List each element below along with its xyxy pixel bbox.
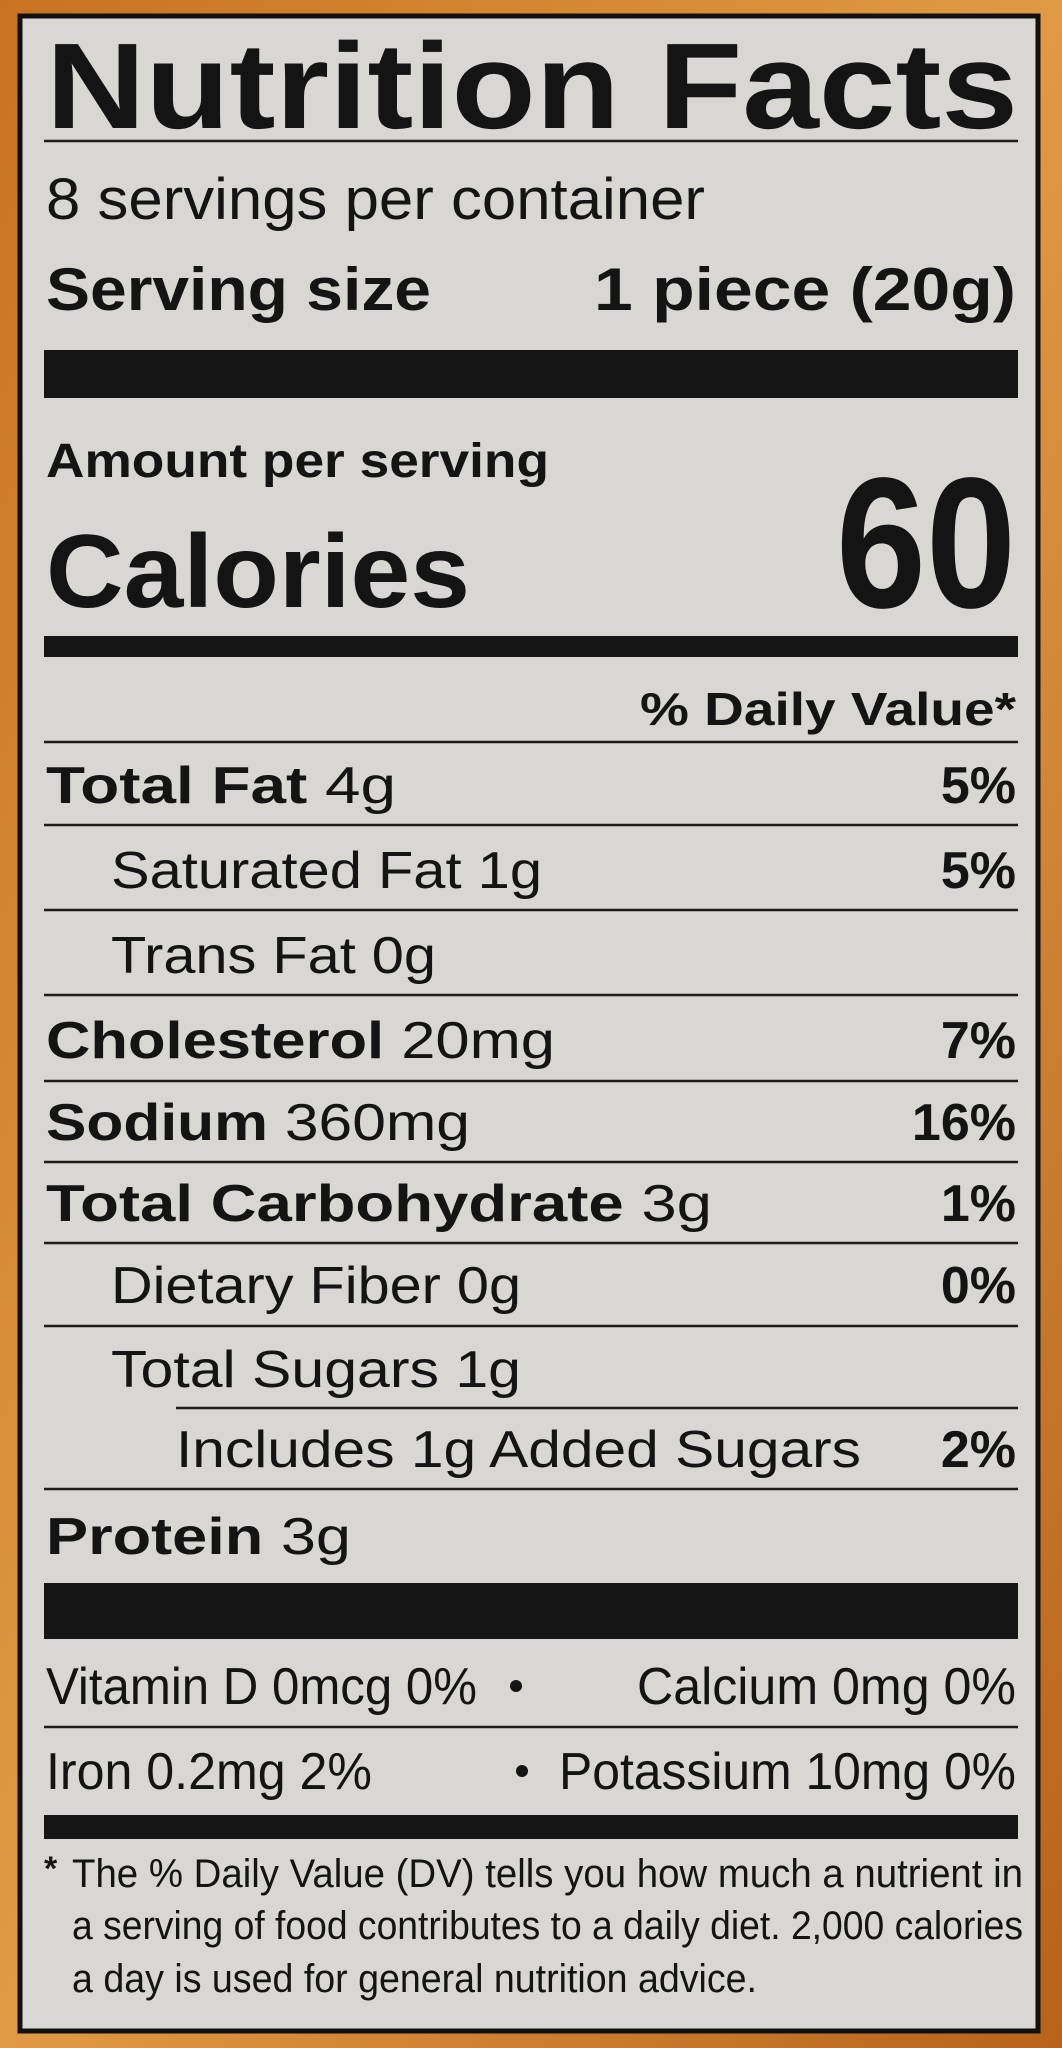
nutrient-name: Protein <box>46 1508 263 1566</box>
bullet <box>516 1765 528 1777</box>
vitamin-name: Calcium <box>637 1658 818 1716</box>
nutrient-name: Total Sugars <box>111 1341 439 1399</box>
thick-bar <box>44 1583 1018 1639</box>
vitamin-amount: 10mg <box>805 1743 930 1801</box>
vitamin-dv: 2% <box>300 1743 372 1801</box>
amount-per-serving: Amount per serving <box>46 435 549 488</box>
nutrient-name: Includes 1g Added Sugars <box>176 1421 861 1479</box>
nutrient-row: Saturated Fat 1g <box>111 842 542 900</box>
nutrient-dv: 0% <box>941 1257 1016 1315</box>
nutrient-dv: 5% <box>941 842 1016 900</box>
vitamin: Vitamin D 0mcg 0% <box>46 1658 477 1716</box>
serving-size-label: Serving size <box>46 256 431 323</box>
nutrient-name: Dietary Fiber <box>111 1257 441 1315</box>
nutrient-row: Total Fat 4g <box>46 757 396 815</box>
nutrient-dv: 1% <box>941 1175 1016 1233</box>
vitamin-amount: 0mcg <box>272 1658 392 1716</box>
footnote-line: The % Daily Value (DV) tells you how muc… <box>72 1852 1023 1896</box>
nutrient-row: Dietary Fiber 0g <box>111 1257 521 1315</box>
nutrient-row: Total Sugars 1g <box>111 1341 521 1399</box>
nutrient-name: Saturated Fat <box>111 842 462 900</box>
dv-header: % Daily Value* <box>640 683 1016 735</box>
nutrient-amount: 4g <box>325 757 396 815</box>
nutrient-name: Total Fat <box>46 757 307 815</box>
vitamin-amount: 0.2mg <box>146 1743 285 1801</box>
nutrient-amount: 3g <box>641 1175 712 1233</box>
vitamin-dv: 0% <box>944 1658 1016 1716</box>
vitamin-amount: 0mg <box>832 1658 930 1716</box>
calories-value: 60 <box>836 440 1016 647</box>
vitamin-name: Iron <box>46 1743 132 1801</box>
servings: 8 servings per container <box>46 167 705 232</box>
medium-bar <box>44 636 1018 657</box>
nutrient-amount: 1g <box>478 842 542 900</box>
vitamin-name: Vitamin D <box>46 1658 258 1716</box>
nutrient-row: Cholesterol 20mg <box>46 1012 555 1070</box>
nutrient-dv: 5% <box>941 757 1016 815</box>
nutrient-name: Trans Fat <box>111 927 356 985</box>
vitamin-name: Potassium <box>559 1743 792 1801</box>
footnote-line: a day is used for general nutrition advi… <box>72 1957 757 2001</box>
footnote-line: a serving of food contributes to a daily… <box>72 1904 1023 1948</box>
nutrient-dv: 7% <box>941 1012 1016 1070</box>
nutrient-name: Cholesterol <box>46 1012 384 1070</box>
nutrient-name: Sodium <box>46 1094 268 1152</box>
nutrient-name: Total Carbohydrate <box>46 1175 624 1233</box>
nutrient-amount: 360mg <box>285 1094 470 1152</box>
bullet <box>510 1680 522 1692</box>
nutrient-amount: 20mg <box>401 1012 555 1070</box>
thick-bar <box>44 350 1018 398</box>
title: Nutrition Facts <box>46 18 1018 154</box>
serving-size-value: 1 piece (20g) <box>594 256 1016 323</box>
nutrient-amount: 3g <box>281 1508 351 1566</box>
vitamin: Calcium 0mg 0% <box>637 1658 1016 1716</box>
nutrient-row: Protein 3g <box>46 1508 351 1566</box>
vitamin-dv: 0% <box>944 1743 1016 1801</box>
vitamin: Iron 0.2mg 2% <box>46 1743 372 1801</box>
footnote-mark: * <box>44 1850 58 1888</box>
nutrient-row: Total Carbohydrate 3g <box>46 1175 712 1233</box>
nutrient-amount: 0g <box>457 1257 521 1315</box>
calories-label: Calories <box>46 514 470 630</box>
nutrient-row: Sodium 360mg <box>46 1094 470 1152</box>
vitamin-dv: 0% <box>406 1658 477 1716</box>
vitamin: Potassium 10mg 0% <box>559 1743 1016 1801</box>
nutrient-amount: 0g <box>372 927 436 985</box>
nutrient-row: Trans Fat 0g <box>111 927 436 985</box>
nutrient-dv: 16% <box>912 1094 1016 1152</box>
medium-bar <box>44 1815 1018 1839</box>
nutrient-dv: 2% <box>941 1421 1016 1479</box>
nutrient-amount: 1g <box>455 1341 521 1399</box>
